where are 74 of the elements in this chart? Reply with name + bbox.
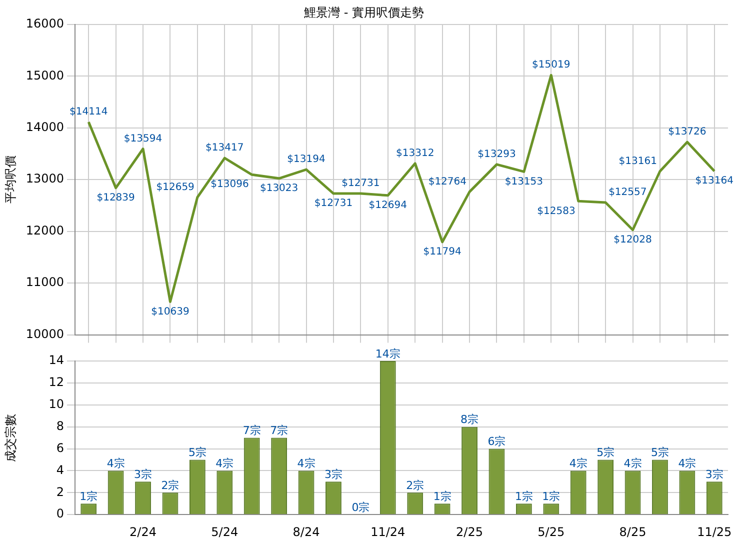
data-label: 4宗 [624, 457, 642, 470]
y-tick-label: 16000 [26, 16, 64, 31]
y-tick-label: 8 [56, 418, 64, 433]
data-label: $13164 [695, 176, 734, 187]
data-label: 4宗 [569, 457, 588, 470]
data-label: $12764 [428, 176, 467, 188]
data-label: $12659 [156, 182, 194, 193]
data-label: 8宗 [460, 413, 479, 426]
y-tick-label: 13000 [26, 172, 64, 186]
data-label: 1宗 [80, 490, 98, 503]
data-label: 6宗 [488, 435, 506, 448]
data-label: 3宗 [134, 468, 152, 482]
x-tick-label: 8/24 [292, 524, 320, 539]
data-label: $12028 [614, 234, 652, 246]
data-label: $10639 [151, 306, 190, 318]
data-label: 3宗 [705, 468, 724, 482]
chart-title: 鯉景灣 - 實用呎價走勢 [304, 5, 424, 20]
x-tick-label: 11/25 [697, 524, 732, 539]
data-label: $12583 [537, 206, 576, 217]
data-label: 1宗 [433, 490, 452, 503]
data-label: 4宗 [297, 457, 316, 470]
data-label: $14114 [70, 106, 108, 118]
y-tick-label: 0 [56, 506, 64, 521]
data-label: 7宗 [242, 424, 261, 438]
x-tick-label: 5/24 [211, 524, 238, 539]
data-label: 14宗 [375, 347, 400, 360]
y-tick-label: 11000 [26, 275, 64, 290]
y-tick-label: 12000 [26, 223, 64, 238]
data-label: $12731 [342, 178, 380, 190]
y-tick-label: 10000 [26, 326, 64, 341]
y-tick-label: 10 [48, 397, 64, 412]
y-tick-label: 15000 [26, 68, 64, 82]
data-label: $13726 [668, 126, 706, 138]
data-label: $12694 [368, 200, 407, 212]
data-label: $15019 [532, 60, 570, 71]
data-label: 3宗 [324, 468, 342, 482]
x-tick-label: 5/25 [538, 524, 565, 539]
data-label: $12557 [608, 187, 647, 198]
data-label: 2宗 [406, 479, 424, 492]
data-label: 1宗 [514, 490, 533, 503]
y-tick-label: 14000 [26, 120, 64, 134]
data-label: 1宗 [542, 490, 560, 503]
data-label: 5宗 [650, 446, 669, 460]
data-label: $13023 [260, 183, 298, 194]
data-label: $13293 [478, 149, 516, 160]
y-axis-title: 平均呎價 [3, 156, 18, 204]
data-label: $13312 [396, 148, 434, 160]
x-tick-label: 2/24 [130, 524, 156, 539]
x-tick-label: 2/25 [456, 524, 483, 539]
data-label: 4宗 [678, 457, 696, 470]
data-label: $13096 [210, 179, 249, 190]
y-tick-label: 2 [56, 484, 64, 499]
y-tick-label: 6 [56, 440, 64, 455]
data-label: $13153 [504, 176, 544, 188]
data-label: $12839 [96, 192, 135, 204]
data-label: $13194 [287, 154, 326, 166]
data-label: 4宗 [106, 457, 125, 470]
y-tick-label: 4 [56, 462, 64, 477]
x-tick-label: 8/25 [619, 524, 646, 539]
data-label: $13417 [206, 142, 244, 154]
y-axis-title: 成交宗數 [3, 414, 18, 462]
data-label: $11794 [423, 246, 462, 258]
data-label: $13594 [124, 133, 162, 144]
data-label: 5宗 [596, 446, 615, 460]
y-tick-label: 12 [48, 375, 64, 390]
data-label: 5宗 [188, 446, 206, 460]
y-tick-label: 14 [48, 353, 64, 368]
data-label: $12731 [314, 198, 353, 210]
data-label: 7宗 [270, 424, 288, 438]
data-label: 0宗 [352, 500, 370, 514]
x-tick-label: 11/24 [370, 524, 406, 539]
data-label: 4宗 [216, 457, 234, 470]
data-label: 2宗 [161, 479, 180, 492]
data-label: $13161 [618, 156, 657, 167]
